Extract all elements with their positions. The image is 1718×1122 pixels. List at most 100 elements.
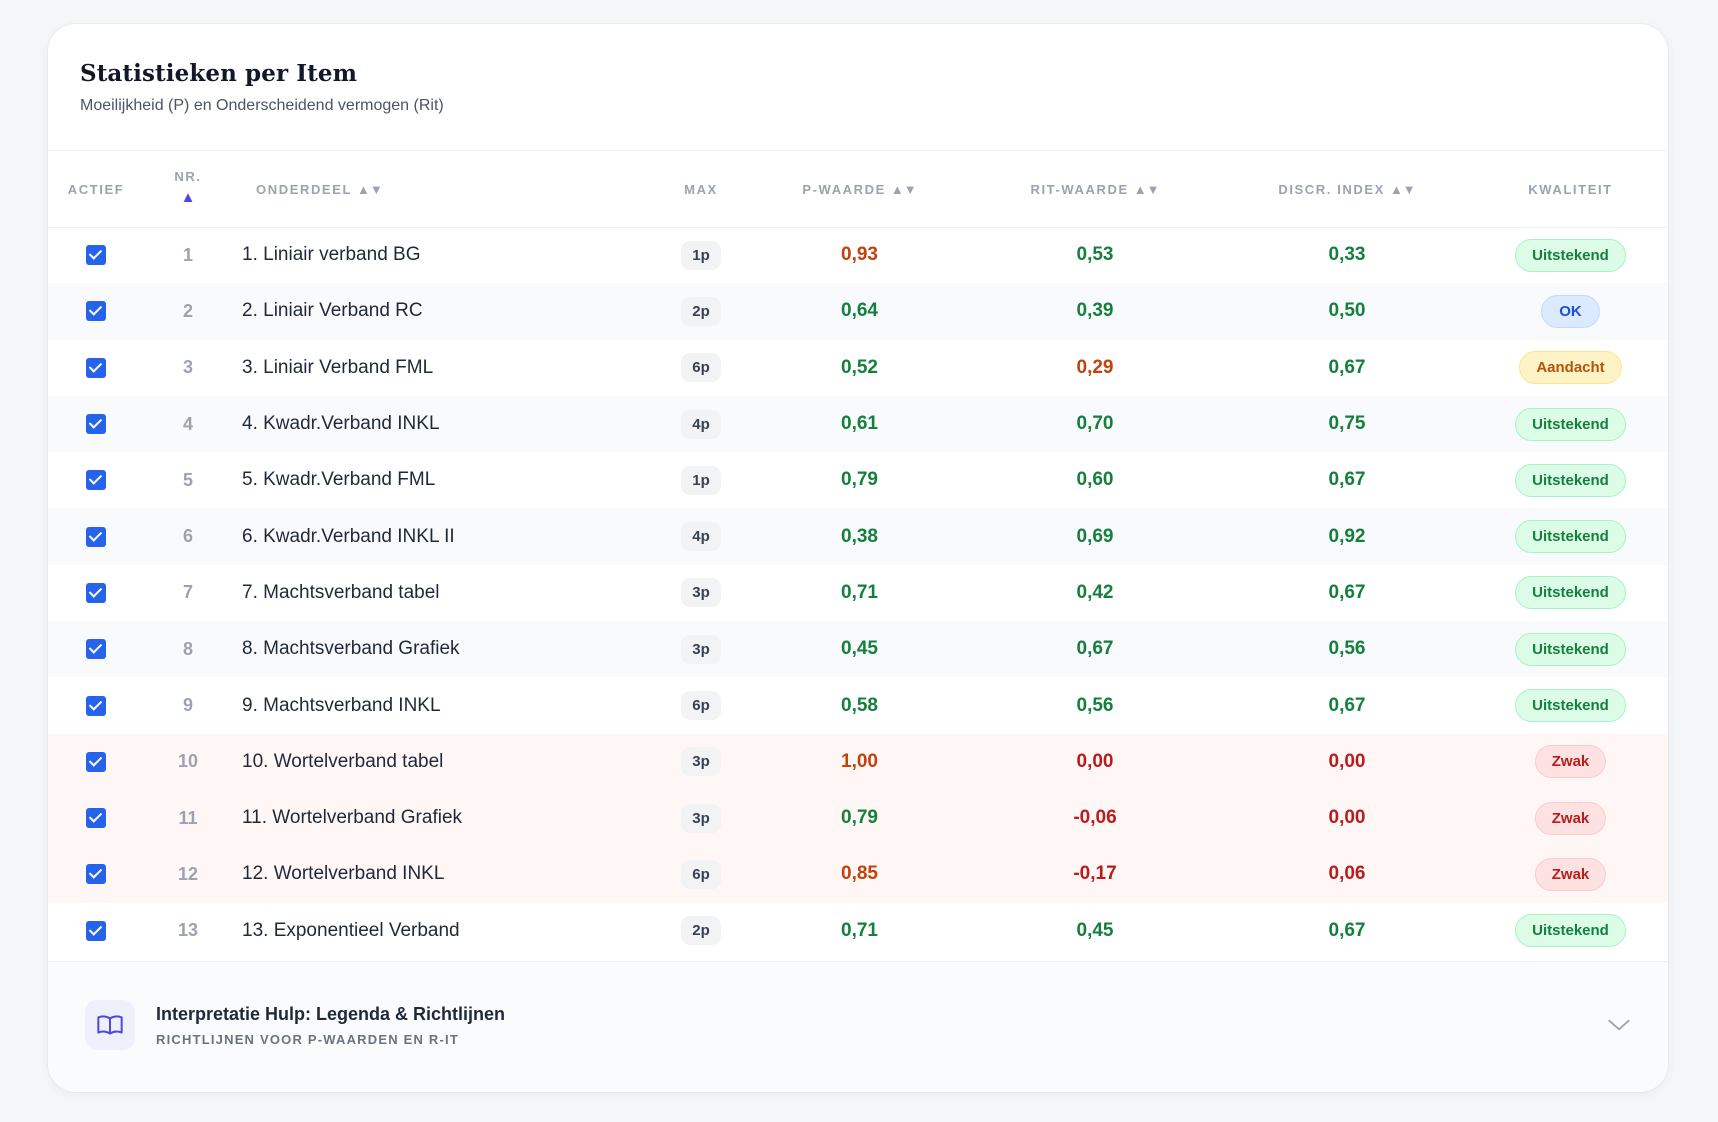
active-cell	[48, 790, 144, 846]
quality-badge: Uitstekend	[1515, 914, 1626, 948]
quality-badge: OK	[1541, 294, 1600, 328]
sort-up-down-icon[interactable]: ▲▼	[890, 181, 917, 197]
discr-index-cell: 0,67	[1221, 340, 1473, 396]
column-header-rit-waarde[interactable]: RIT-WAARDE ▲▼	[1030, 181, 1160, 197]
column-header-discr-index[interactable]: DISCR. INDEX ▲▼	[1278, 181, 1416, 197]
onderdeel-cell: 1. Liniair verband BG	[232, 227, 652, 283]
discr-index-cell: 0,92	[1221, 508, 1473, 564]
nr-cell: 3	[144, 340, 232, 396]
onderdeel-cell: 12. Wortelverband INKL	[232, 846, 652, 902]
sort-up-down-icon[interactable]: ▲▼	[357, 181, 383, 197]
item-name: 13. Exponentieel Verband	[242, 919, 460, 941]
rit-value-cell: 0,39	[969, 283, 1221, 339]
active-checkbox[interactable]	[86, 470, 106, 491]
discr-index-value: 0,06	[1328, 863, 1366, 885]
active-checkbox[interactable]	[86, 357, 106, 378]
interpretation-help-panel[interactable]: Interpretatie Hulp: Legenda & Richtlijne…	[48, 961, 1668, 1092]
active-checkbox[interactable]	[86, 301, 106, 322]
max-points-pill: 3p	[681, 634, 721, 664]
active-checkbox[interactable]	[86, 808, 106, 829]
chevron-down-icon[interactable]	[1606, 1012, 1632, 1038]
table-row: 7 7. Machtsverband tabel 3p 0,71 0,42 0,67 Uit…	[48, 565, 1668, 621]
max-cell: 6p	[652, 846, 750, 902]
nr-cell: 13	[144, 903, 232, 959]
table-body: 1 1. Liniair verband BG 1p 0,93 0,53 0,33 Uits…	[48, 227, 1668, 959]
column-header-onderdeel[interactable]: ONDERDEEL ▲▼	[256, 181, 383, 197]
active-checkbox[interactable]	[86, 864, 106, 885]
onderdeel-cell: 13. Exponentieel Verband	[232, 903, 652, 959]
legend-title: Interpretatie Hulp: Legenda & Richtlijne…	[156, 1004, 506, 1024]
rit-value-cell: 0,29	[969, 340, 1221, 396]
max-cell: 3p	[652, 734, 750, 790]
item-statistics-table: ACTIEF NR. ▲ ONDERDEEL ▲▼ MAX P-WAARDE ▲▼ R…	[48, 151, 1668, 959]
active-cell	[48, 227, 144, 283]
nr-cell: 11	[144, 790, 232, 846]
max-cell: 3p	[652, 790, 750, 846]
item-name: 10. Wortelverband tabel	[242, 750, 444, 772]
max-cell: 1p	[652, 227, 750, 283]
table-row: 8 8. Machtsverband Grafiek 3p 0,45 0,67 0,56 U…	[48, 621, 1668, 678]
rit-value: 0,39	[1076, 300, 1114, 322]
max-points-pill: 1p	[681, 465, 721, 495]
discr-index-value: 0,92	[1328, 525, 1366, 547]
column-header-p-waarde[interactable]: P-WAARDE ▲▼	[802, 181, 917, 197]
active-checkbox[interactable]	[86, 639, 106, 660]
item-name: 1. Liniair verband BG	[242, 244, 421, 266]
p-value: 0,61	[841, 413, 878, 435]
active-cell	[48, 846, 144, 902]
discr-index-value: 0,67	[1328, 469, 1366, 491]
active-checkbox[interactable]	[86, 920, 106, 941]
nr-cell: 10	[144, 734, 232, 790]
p-value: 0,52	[841, 356, 878, 378]
table-row: 2 2. Liniair Verband RC 2p 0,64 0,39 0,50 OK	[48, 283, 1668, 340]
rit-value-cell: 0,00	[969, 734, 1221, 790]
active-checkbox[interactable]	[86, 695, 106, 716]
max-points-pill: 2p	[681, 296, 721, 326]
active-checkbox[interactable]	[86, 751, 106, 772]
card-header: Statistieken per Item Moeilijkheid (P) e…	[48, 24, 1668, 151]
rit-value: 0,60	[1076, 469, 1114, 491]
item-number: 1	[182, 244, 193, 265]
sort-ascending-icon[interactable]: ▲	[180, 189, 196, 207]
p-value: 0,79	[841, 807, 878, 829]
sort-up-down-icon[interactable]: ▲▼	[1133, 181, 1160, 197]
nr-cell: 12	[144, 846, 232, 902]
item-number: 4	[182, 413, 193, 434]
sort-up-down-icon[interactable]: ▲▼	[1389, 181, 1416, 197]
onderdeel-cell: 8. Machtsverband Grafiek	[232, 621, 652, 677]
max-points-pill: 4p	[681, 522, 721, 552]
rit-value: 0,69	[1076, 525, 1114, 547]
active-checkbox[interactable]	[86, 245, 106, 266]
rit-value-cell: 0,53	[969, 227, 1221, 283]
rit-value: 0,53	[1076, 244, 1114, 266]
discr-index-value: 0,00	[1328, 807, 1366, 829]
item-number: 2	[182, 300, 193, 321]
quality-cell: Zwak	[1473, 734, 1668, 790]
active-checkbox[interactable]	[86, 414, 106, 435]
column-header-max: MAX	[684, 181, 718, 197]
active-checkbox[interactable]	[86, 526, 106, 547]
max-cell: 3p	[652, 621, 750, 677]
active-cell	[48, 508, 144, 564]
item-statistics-card: Statistieken per Item Moeilijkheid (P) e…	[48, 24, 1668, 1092]
item-number: 5	[182, 469, 193, 490]
table-header-row: ACTIEF NR. ▲ ONDERDEEL ▲▼ MAX P-WAARDE ▲▼ R…	[48, 151, 1668, 227]
item-name: 7. Machtsverband tabel	[242, 581, 440, 603]
nr-cell: 7	[144, 565, 232, 621]
rit-value: 0,29	[1076, 356, 1114, 378]
p-value: 0,71	[841, 919, 878, 941]
max-cell: 6p	[652, 340, 750, 396]
p-value-cell: 1,00	[750, 734, 969, 790]
active-cell	[48, 565, 144, 621]
p-value-cell: 0,79	[750, 790, 969, 846]
item-number: 9	[182, 695, 193, 716]
book-open-icon	[85, 1000, 135, 1050]
column-header-nr[interactable]: NR. ▲	[144, 151, 232, 227]
card-subtitle: Moeilijkheid (P) en Onderscheidend vermo…	[80, 97, 444, 114]
rit-value: -0,06	[1073, 807, 1117, 829]
quality-badge: Uitstekend	[1515, 689, 1626, 723]
active-checkbox[interactable]	[86, 582, 106, 603]
max-cell: 4p	[652, 508, 750, 564]
p-value-cell: 0,64	[750, 283, 969, 339]
item-number: 12	[177, 863, 199, 884]
